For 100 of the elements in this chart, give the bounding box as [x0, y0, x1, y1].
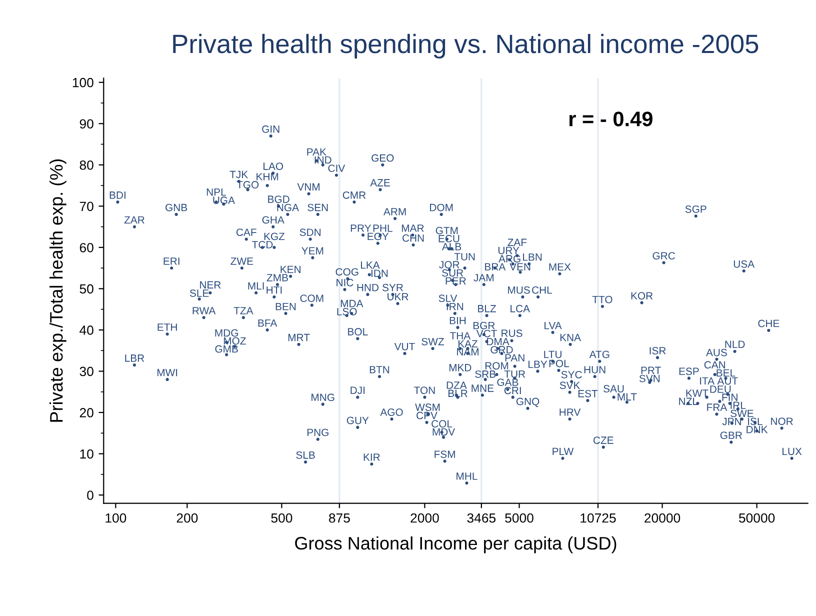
data-label: MWI	[157, 369, 178, 376]
data-label: SEN	[308, 204, 328, 212]
data-label: AUS	[706, 348, 727, 356]
data-label: URY	[498, 246, 520, 254]
data-label: RWA	[192, 307, 216, 314]
data-label: LBY	[528, 360, 548, 368]
x-axis-title: Gross National Income per capita (USD)	[295, 536, 616, 554]
data-label: MEX	[549, 263, 571, 271]
data-label: COM	[300, 294, 324, 302]
data-label: DNK	[746, 426, 768, 434]
data-label: TZA	[234, 307, 254, 314]
data-label: LUX	[782, 448, 802, 456]
data-label: TON	[414, 386, 435, 394]
data-label: PRT	[641, 366, 661, 374]
y-tick-label: 50	[80, 284, 94, 294]
y-tick-label: 10	[80, 449, 94, 459]
data-label: MAR	[402, 224, 424, 232]
data-label: BGD	[268, 196, 290, 203]
x-tick-label: 3465	[467, 513, 496, 523]
data-label: KIR	[364, 454, 380, 461]
data-label: NLD	[725, 340, 745, 348]
data-label: GUY	[346, 416, 369, 424]
data-label: KNA	[560, 334, 581, 342]
data-label: KGZ	[264, 232, 285, 240]
data-label: TCD	[252, 240, 273, 248]
data-label: BIH	[450, 317, 466, 324]
data-label: ATG	[589, 350, 610, 358]
data-label: WSM	[415, 404, 440, 411]
data-label: NIC	[336, 278, 354, 286]
data-label: CZE	[593, 436, 614, 444]
data-label: EGY	[368, 232, 389, 240]
data-label: LKA	[360, 262, 380, 269]
data-label: BRA	[485, 263, 506, 270]
data-label: CRI	[504, 386, 521, 394]
data-label: CPV	[416, 412, 438, 420]
data-label: MHL	[456, 472, 478, 480]
data-label: DMA	[487, 338, 510, 346]
data-label: GAB	[497, 378, 518, 386]
data-label: AUT	[717, 377, 738, 385]
data-label: LTU	[544, 350, 562, 358]
x-tick-label: 875	[329, 513, 350, 523]
data-label: KEN	[280, 266, 300, 274]
data-label: VEN	[510, 263, 530, 270]
data-label: ETH	[158, 324, 177, 331]
data-label: BTN	[370, 366, 390, 374]
x-tick-label: 20000	[644, 513, 680, 523]
data-label: KHM	[256, 173, 278, 180]
data-label: MDV	[432, 428, 456, 436]
data-label: MDA	[340, 300, 364, 308]
data-label: AZE	[370, 179, 390, 186]
data-label: FSM	[434, 450, 455, 458]
data-label: PAN	[505, 354, 524, 362]
data-label: GTM	[436, 226, 458, 234]
x-tick-label: 50000	[738, 513, 775, 523]
data-label: DJI	[350, 386, 364, 394]
data-label: SDN	[300, 228, 320, 236]
x-tick-label: 100	[106, 513, 126, 523]
data-label: MNG	[312, 394, 334, 402]
data-label: HND	[357, 284, 378, 292]
data-label: BEN	[276, 302, 296, 310]
data-label: POL	[549, 360, 569, 368]
data-label: ZMB	[266, 274, 288, 282]
data-label: SWZ	[422, 338, 444, 346]
data-label: SRB	[475, 370, 496, 378]
data-label: IND	[314, 156, 332, 164]
data-label: JAM	[474, 274, 494, 282]
data-label: BOL	[348, 328, 368, 336]
data-label: MRT	[288, 334, 310, 342]
data-label: KWT	[686, 390, 708, 397]
data-label: FRA	[707, 404, 728, 411]
data-label: MOZ	[224, 337, 246, 345]
data-label: CAN	[704, 361, 726, 369]
data-label: TJK	[230, 170, 248, 178]
data-label: CHL	[532, 286, 552, 294]
data-label: HTI	[266, 286, 282, 294]
data-label: GBR	[720, 432, 742, 439]
data-label: GRC	[652, 252, 675, 260]
annotation: r = - 0.49	[569, 112, 652, 126]
data-label: PNG	[307, 428, 328, 436]
data-label: PAK	[307, 148, 326, 156]
data-label: COL	[432, 420, 452, 428]
data-label: MLI	[248, 282, 264, 290]
data-label: LCA	[510, 304, 530, 312]
data-label: GHA	[262, 216, 284, 224]
data-label: ARM	[383, 208, 406, 216]
x-tick-label: 500	[271, 513, 292, 523]
data-label: FIN	[722, 394, 738, 401]
data-label: JPN	[722, 418, 741, 426]
data-label: SYR	[382, 284, 403, 292]
data-label: LAO	[264, 162, 284, 170]
data-label: LBR	[125, 354, 144, 362]
data-label: DEU	[710, 386, 731, 393]
data-label: CIV	[328, 164, 346, 172]
data-label: ZAR	[124, 216, 144, 224]
data-label: AGO	[380, 408, 403, 416]
y-axis-title: Private exp./Total health exp. (%)	[50, 159, 66, 422]
data-label: TUN	[454, 253, 475, 260]
data-label: MDG	[215, 329, 238, 337]
x-tick-label: 2000	[410, 513, 439, 523]
data-label: TTO	[592, 296, 612, 304]
